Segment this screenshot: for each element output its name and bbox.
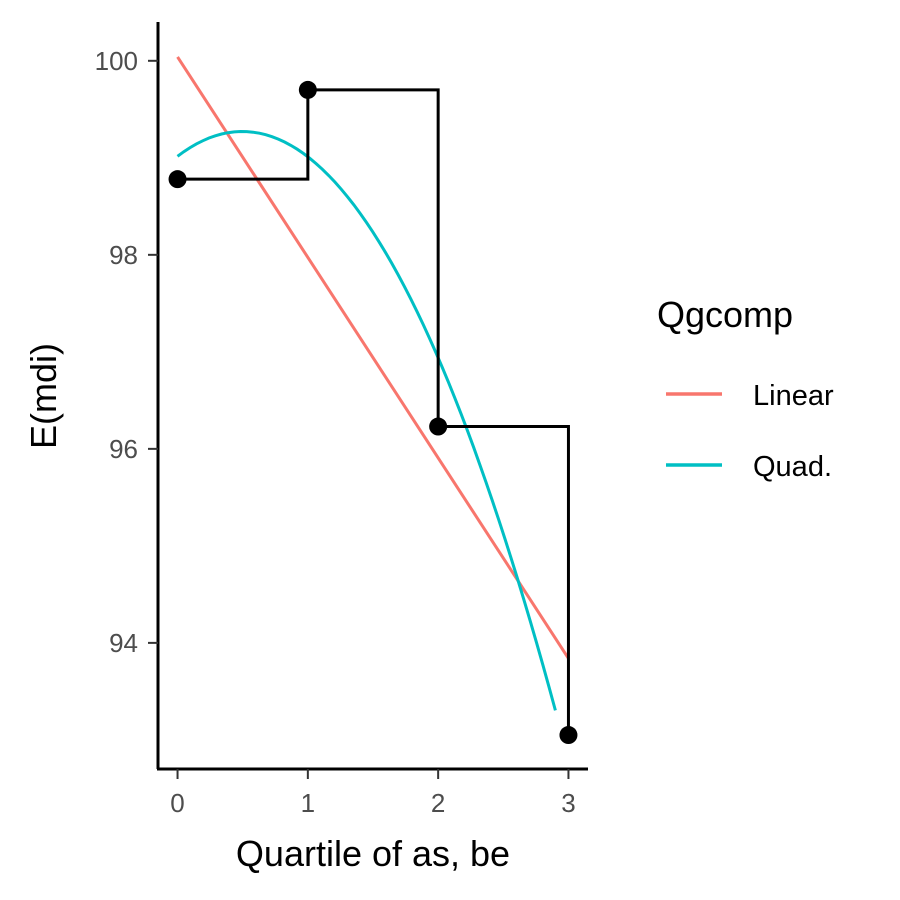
x-tick-label: 0 — [170, 788, 184, 818]
data-point — [168, 170, 187, 189]
x-tick-label: 1 — [301, 788, 315, 818]
x-ticks: 0 1 2 3 — [170, 769, 576, 818]
legend: Qgcomp Linear Quad. — [657, 294, 834, 483]
y-tick-label: 100 — [95, 46, 138, 76]
step-layer — [177, 88, 570, 736]
data-point — [298, 80, 317, 99]
series-line-linear — [176, 56, 570, 660]
x-tick-label: 3 — [561, 788, 575, 818]
y-tick-label: 94 — [109, 628, 138, 658]
legend-label-quad: Quad. — [753, 451, 832, 483]
series-line-quad — [176, 129, 557, 711]
legend-label-linear: Linear — [753, 380, 834, 412]
axes: 0 1 2 3 94 96 98 100 — [95, 22, 588, 818]
y-ticks: 94 96 98 100 — [95, 46, 158, 658]
y-axis-title: E(mdi) — [23, 343, 64, 449]
series-layer — [176, 56, 570, 711]
legend-entries: Linear Quad. — [666, 380, 834, 483]
data-point — [559, 726, 578, 745]
points-layer — [168, 80, 578, 745]
step-line — [177, 88, 570, 736]
x-tick-label: 2 — [431, 788, 445, 818]
data-point — [429, 417, 448, 436]
x-axis-title: Quartile of as, be — [236, 833, 510, 874]
y-tick-label: 96 — [109, 434, 138, 464]
legend-title: Qgcomp — [657, 294, 793, 335]
y-tick-label: 98 — [109, 240, 138, 270]
plot-area — [168, 56, 578, 745]
